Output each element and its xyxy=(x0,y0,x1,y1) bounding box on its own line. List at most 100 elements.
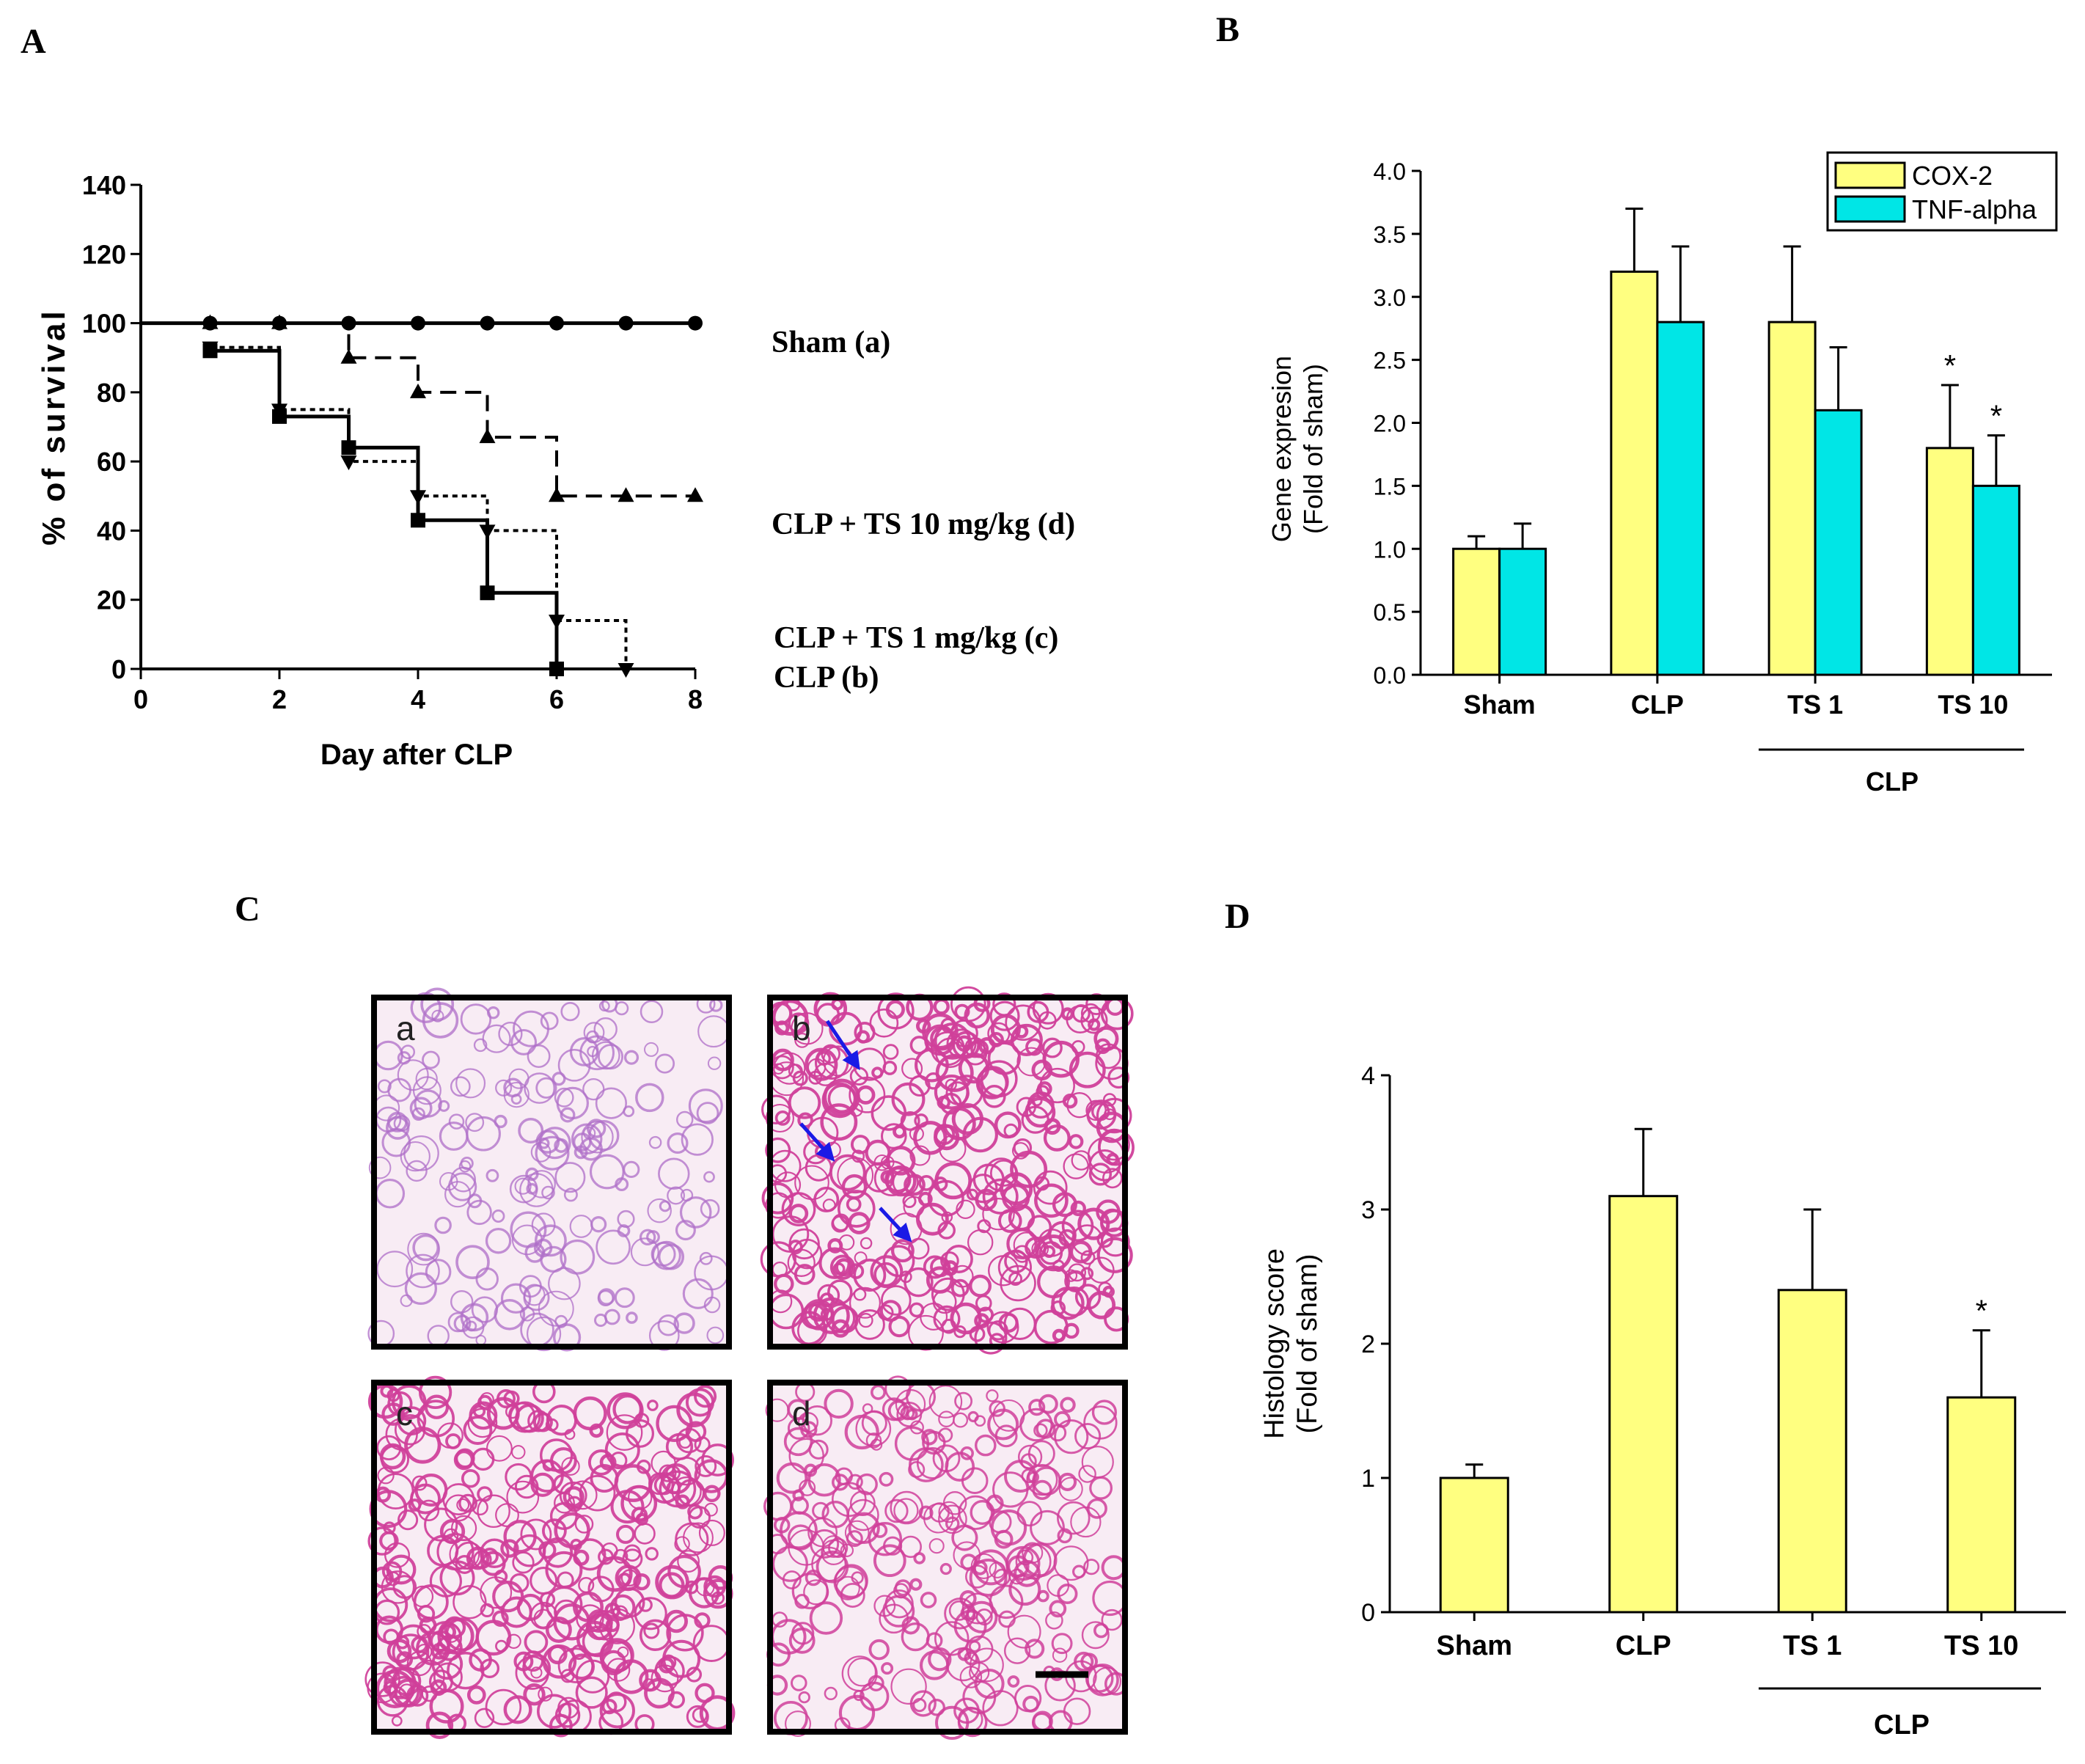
survival-point-0 xyxy=(411,315,425,331)
panel-label-a: A xyxy=(21,22,46,61)
clp-group-label: CLP xyxy=(1866,766,1919,797)
bar-cox-2-0 xyxy=(1452,547,1501,676)
significance-mark: * xyxy=(1944,348,1956,383)
y-tick-label: 140 xyxy=(82,170,126,200)
bar-tnf-alpha-0 xyxy=(1498,547,1547,676)
micrograph-frame xyxy=(371,995,732,1350)
x-tick-label: 8 xyxy=(688,684,703,714)
category-label: Sham xyxy=(1464,689,1536,720)
micrograph-label: a xyxy=(396,1009,415,1047)
micrograph-frame xyxy=(371,1380,732,1735)
category-label: TS 1 xyxy=(1783,1631,1842,1661)
y-tick-label: 0.0 xyxy=(1374,662,1406,689)
x-tick-label: 6 xyxy=(549,684,564,714)
panel-label-c: C xyxy=(235,890,260,929)
y-tick-label: 3.5 xyxy=(1374,222,1406,248)
survival-point-1 xyxy=(340,348,357,364)
y-tick-label: 2.5 xyxy=(1374,348,1406,374)
survival-line-3 xyxy=(210,348,559,669)
bar-cox-2-3 xyxy=(1925,447,1974,676)
micrograph-label: b xyxy=(792,1009,811,1047)
bar-histology-score-2 xyxy=(1777,1289,1847,1614)
x-tick-label: 0 xyxy=(133,684,148,714)
bar-cox-2-1 xyxy=(1610,270,1659,676)
legend-sham: Sham (a) xyxy=(772,326,890,359)
survival-point-3 xyxy=(272,409,287,424)
bar-tnf-alpha-2 xyxy=(1814,409,1863,676)
micrograph-c: c xyxy=(364,1375,839,1740)
survival-point-3 xyxy=(480,585,495,601)
category-label: TS 10 xyxy=(1938,689,2008,720)
survival-point-3 xyxy=(341,440,356,455)
micrograph-d: d xyxy=(763,1375,1128,1741)
histology-score-chart: 0 1 2 3 4 * Sham CLP TS 1 TS 10 CLP Histology s… xyxy=(1259,1062,2066,1741)
survival-point-1 xyxy=(479,428,496,444)
micrograph-frame xyxy=(767,1380,1128,1735)
survival-point-1 xyxy=(687,487,703,502)
y-tick-label: 120 xyxy=(82,239,126,269)
survival-point-2 xyxy=(340,455,357,471)
bar-histology-score-0 xyxy=(1439,1476,1509,1614)
survival-point-1 xyxy=(618,487,634,502)
bar-cox-2-2 xyxy=(1767,321,1817,676)
micrograph-a: a xyxy=(367,987,732,1352)
survival-point-0 xyxy=(480,315,495,331)
legend-label-cox2: COX-2 xyxy=(1912,161,1993,191)
legend-clp-ts10: CLP + TS 10 mg/kg (d) xyxy=(772,508,1075,541)
legend: COX-2 TNF-alpha xyxy=(1826,151,2058,232)
alveolar-tissue xyxy=(763,1375,1128,1741)
survival-point-0 xyxy=(549,315,564,331)
y-tick-label: 2 xyxy=(1361,1331,1375,1358)
y-tick-label: 60 xyxy=(97,447,126,477)
survival-chart: 0 20 40 60 80 100 120 140 0 2 4 6 8 % of survival D… xyxy=(36,170,1075,771)
y-tick-label: 0.5 xyxy=(1374,599,1406,626)
y-tick-label: 4.0 xyxy=(1374,158,1406,185)
y-tick-label: 1.5 xyxy=(1374,473,1406,499)
bar-histology-score-1 xyxy=(1608,1195,1679,1614)
y-tick-label: 100 xyxy=(82,309,126,339)
x-tick-label: 2 xyxy=(272,684,287,714)
survival-point-1 xyxy=(271,314,287,329)
alveolar-tissue xyxy=(364,1375,736,1740)
significance-mark: * xyxy=(1990,399,2002,433)
legend-label-tnf: TNF-alpha xyxy=(1912,194,2037,224)
y-tick-label: 40 xyxy=(97,516,126,546)
y-tick-label: 3 xyxy=(1361,1196,1375,1224)
category-label: Sham xyxy=(1437,1631,1512,1661)
significance-mark: * xyxy=(1976,1294,1987,1328)
y-tick-label: 1.0 xyxy=(1374,536,1406,563)
y-axis-subtitle: (Fold of sham) xyxy=(1292,1254,1323,1434)
survival-point-2 xyxy=(479,524,496,540)
micrograph-b: b xyxy=(760,986,1135,1355)
category-label: TS 10 xyxy=(1944,1631,2018,1661)
lesion-arrow xyxy=(879,1207,912,1243)
alveolar-tissue xyxy=(760,986,1135,1355)
survival-point-0 xyxy=(618,315,634,331)
survival-line-1 xyxy=(210,321,695,498)
alveolar-tissue xyxy=(367,987,730,1352)
y-tick-label: 0 xyxy=(1361,1599,1375,1627)
y-axis-subtitle: (Fold of sham) xyxy=(1298,364,1328,534)
x-tick-label: 4 xyxy=(411,684,425,714)
y-tick-label: 4 xyxy=(1361,1062,1375,1090)
category-label: TS 1 xyxy=(1787,689,1843,720)
gene-expression-chart: 0.0 0.5 1.0 1.5 2.0 2.5 3.0 3.5 4.0 * * Sham CLP TS… xyxy=(1267,151,2058,797)
clp-group-label: CLP xyxy=(1874,1710,1930,1741)
y-axis-title: Histology score xyxy=(1259,1248,1290,1439)
bar-tnf-alpha-3 xyxy=(1971,484,2020,676)
bar-tnf-alpha-1 xyxy=(1656,321,1705,676)
survival-point-3 xyxy=(411,513,425,528)
x-axis-title: Day after CLP xyxy=(320,739,513,771)
survival-point-3 xyxy=(202,343,218,359)
survival-point-2 xyxy=(618,663,634,678)
survival-point-3 xyxy=(549,662,564,676)
micrograph-label: d xyxy=(792,1394,811,1432)
survival-point-0 xyxy=(341,315,356,331)
legend-swatch-tnf xyxy=(1834,195,1906,223)
category-label: CLP xyxy=(1631,689,1684,720)
y-axis-title: % of survival xyxy=(36,308,72,545)
micrograph-label: c xyxy=(396,1394,413,1432)
survival-point-2 xyxy=(549,615,565,629)
y-axis-title: Gene expresion xyxy=(1267,356,1297,542)
survival-point-1 xyxy=(549,487,565,502)
